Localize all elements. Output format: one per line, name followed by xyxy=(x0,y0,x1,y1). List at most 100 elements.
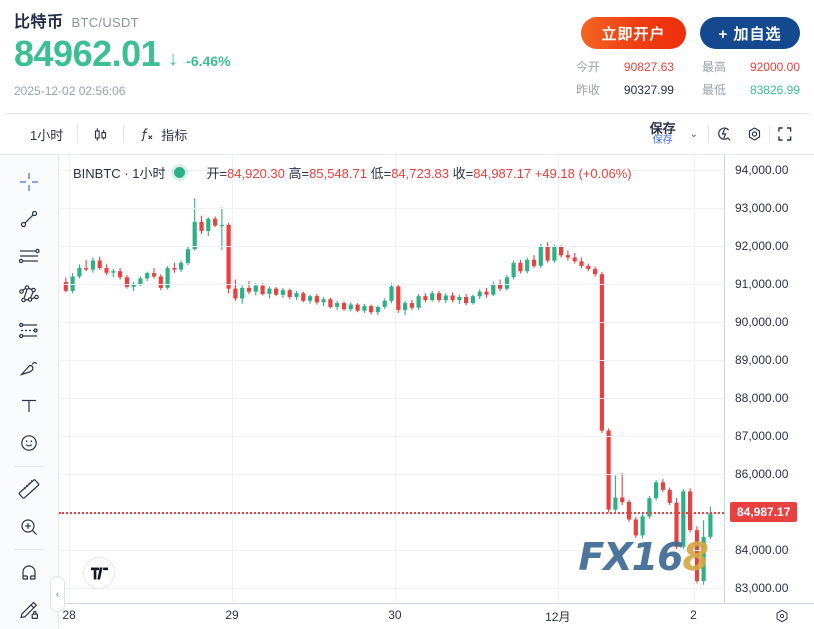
price-row: 84962.01 ↓ -6.46% xyxy=(14,36,231,72)
chart-type-button[interactable] xyxy=(78,121,123,147)
toolbar-divider-4 xyxy=(769,125,770,143)
sidebar-collapse-handle[interactable]: ‹ xyxy=(50,576,65,612)
chart-settings-hex-icon[interactable] xyxy=(774,608,790,624)
last-price: 84962.01 xyxy=(14,33,161,74)
fib-levels-icon[interactable] xyxy=(9,312,49,349)
gridline-horizontal xyxy=(59,360,724,361)
open-account-button[interactable]: 立即开户 xyxy=(581,17,686,49)
save-button[interactable]: 保存 保存 xyxy=(642,122,684,146)
gridline-vertical xyxy=(232,155,233,603)
gridline-horizontal xyxy=(59,208,724,210)
legend-series-title: BINBTC · 1小时 xyxy=(73,166,166,181)
time-axis-tick: 12月 xyxy=(545,610,571,624)
quote-timestamp: 2025-12-02 02:56:06 xyxy=(14,84,126,98)
stat-label-open: 今开 xyxy=(575,60,600,74)
add-watchlist-button[interactable]: + 加自选 xyxy=(700,17,800,49)
stat-value-high: 92000.00 xyxy=(749,60,800,74)
price-axis-tick: 84,000.00 xyxy=(735,542,789,557)
gridline-horizontal xyxy=(59,246,724,248)
gridline-vertical xyxy=(69,155,71,603)
price-axis-tick: 88,000.00 xyxy=(735,391,789,405)
quick-search-button[interactable] xyxy=(709,119,739,149)
candlestick-icon xyxy=(92,126,109,143)
magnet-icon[interactable] xyxy=(9,554,49,591)
price-axis[interactable]: 94,000.00 93,000.00 92,000.00 91,000.00 90,0… xyxy=(724,155,814,603)
save-label: 保存 xyxy=(649,120,676,136)
chart-settings-button[interactable] xyxy=(739,119,769,149)
gridline-vertical xyxy=(557,155,559,603)
fx168-watermark: FX168 xyxy=(578,535,709,579)
legend-change-abs: +49.18 xyxy=(534,166,575,181)
stat-label-prevclose: 昨收 xyxy=(575,83,600,97)
gridline-horizontal xyxy=(59,398,724,399)
chart-panel: 1小时 xyxy=(0,113,814,629)
chart-toolbar-left: 1小时 xyxy=(0,114,201,154)
text-icon[interactable] xyxy=(9,387,49,424)
fullscreen-button[interactable] xyxy=(770,119,800,149)
symbol-row: 比特币 BTC/USDT xyxy=(14,8,139,32)
time-axis-tick: 28 xyxy=(62,608,76,622)
zoom-in-icon[interactable] xyxy=(9,508,49,545)
legend-open-value: 84,920.30 xyxy=(227,166,285,181)
price-axis-tick: 92,000.00 xyxy=(735,239,789,254)
price-axis-tick: 89,000.00 xyxy=(735,353,789,367)
stat-value-open: 90827.63 xyxy=(623,60,674,74)
price-axis-tick: 93,000.00 xyxy=(735,201,789,216)
indicators-button[interactable]: 指标 xyxy=(124,121,201,147)
toolbar-divider-3 xyxy=(708,125,709,143)
stat-value-prevclose: 90327.99 xyxy=(623,83,674,97)
chevron-down-icon[interactable]: ⌄ xyxy=(689,128,698,140)
chart-plot-area[interactable]: BINBTC · 1小时 开=84,920.30 高=85,548.71 低=8… xyxy=(59,155,724,603)
toolbar-divider xyxy=(77,125,79,143)
market-open-dot-icon xyxy=(174,167,186,178)
price-change-percent: -6.46% xyxy=(186,53,231,69)
gridline-horizontal xyxy=(59,322,724,324)
indicators-label: 指标 xyxy=(161,127,188,143)
legend-ohlc: 开=84,920.30 高=85,548.71 低=84,723.83 收=84… xyxy=(206,163,631,182)
stat-label-high: 最高 xyxy=(701,60,726,74)
quick-search-icon xyxy=(715,125,734,144)
gridline-horizontal xyxy=(59,587,724,589)
price-axis-tick: 87,000.00 xyxy=(735,428,789,443)
time-axis-tick: 2 xyxy=(690,608,697,622)
quote-header: 比特币 BTC/USDT 84962.01 ↓ -6.46% 2025-12-0… xyxy=(0,0,814,113)
measure-ruler-icon[interactable] xyxy=(9,471,49,508)
emoji-icon[interactable] xyxy=(9,424,49,461)
symbol-pair: BTC/USDT xyxy=(71,15,139,30)
pattern-icon[interactable] xyxy=(9,275,49,312)
brush-icon[interactable] xyxy=(9,350,49,387)
time-axis-tick: 29 xyxy=(225,608,239,622)
price-axis-tick: 83,000.00 xyxy=(735,580,789,595)
price-axis-tick: 91,000.00 xyxy=(735,277,789,292)
time-axis[interactable]: 28 29 30 12月 2 xyxy=(59,603,814,629)
gridline-horizontal xyxy=(59,435,724,437)
gridline-vertical xyxy=(394,155,396,603)
legend-low-value: 84,723.83 xyxy=(391,166,450,181)
candlestick-series xyxy=(63,198,713,585)
price-axis-tick: 90,000.00 xyxy=(735,315,789,330)
chart-toolbar-right: 保存 保存 ⌄ xyxy=(642,114,814,154)
legend-change-pct: (+0.06%) xyxy=(578,166,632,181)
current-price-badge: 84,987.17 xyxy=(730,502,798,523)
settings-hex-icon xyxy=(745,125,764,144)
gridline-horizontal xyxy=(59,549,724,551)
interval-selector[interactable]: 1小时 xyxy=(16,121,77,147)
pencil-lock-icon[interactable] xyxy=(9,592,49,629)
gridline-horizontal xyxy=(59,473,724,475)
tools-divider-1 xyxy=(14,465,44,467)
header-action-buttons: 立即开户 + 加自选 xyxy=(581,17,800,49)
crosshair-icon[interactable] xyxy=(9,163,49,200)
legend-open-label: 开= xyxy=(206,166,228,181)
trend-line-icon[interactable] xyxy=(9,200,49,237)
price-direction-arrow-icon: ↓ xyxy=(168,48,179,70)
stat-value-low: 83826.99 xyxy=(749,83,800,97)
tools-divider-2 xyxy=(14,549,44,551)
chart-legend: BINBTC · 1小时 开=84,920.30 高=85,548.71 低=8… xyxy=(73,163,632,182)
save-sub-label: 保存 xyxy=(652,134,673,146)
stat-label-low: 最低 xyxy=(701,83,726,97)
horizontal-lines-icon[interactable] xyxy=(9,238,49,275)
legend-low-label: 低= xyxy=(370,166,392,181)
tradingview-logo-icon[interactable] xyxy=(83,557,115,589)
legend-high-value: 85,548.71 xyxy=(309,166,367,181)
toolbar-divider-2 xyxy=(123,125,125,143)
